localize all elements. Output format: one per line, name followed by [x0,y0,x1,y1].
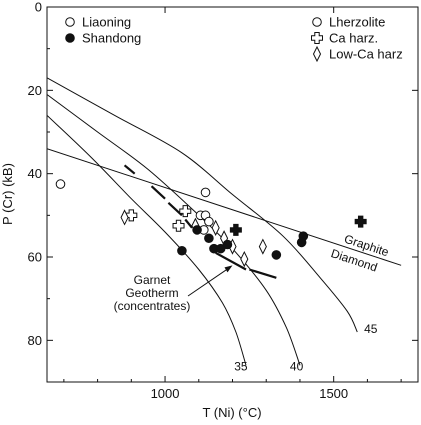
data-point [296,237,307,248]
legend-locality-label: Liaoning [82,15,131,30]
data-point [240,250,249,268]
legend-lithology-label: Ca harz. [329,31,378,46]
garnet-geotherm-arrow [187,267,229,297]
y-tick-label: 60 [28,250,42,265]
curves-layer: 35 4045GraphiteDiamondGarnetGeotherm(conc… [47,77,402,373]
legend-lithology-marker [312,17,322,27]
y-tick-label: 0 [35,0,42,15]
garnet-geotherm-segment [215,251,247,271]
geotherm-35-label: 35 [234,359,248,373]
data-point [204,233,214,244]
garnet-geotherm-label-line: Garnet [134,273,171,287]
data-point [204,216,214,227]
data-point [354,215,367,228]
data-point [177,245,187,256]
y-tick-label: 40 [28,166,42,181]
x-tick-label: 1500 [319,386,348,401]
graphite-diamond-line [47,148,402,266]
x-tick-label: 1000 [151,386,180,401]
garnet-geotherm-segment [123,164,136,175]
garnet-geotherm-segment [249,268,277,279]
garnet-geotherm-arrowhead [224,265,233,273]
garnet-geotherm-label-line: (concentrates) [114,299,191,313]
garnet-geotherm-label-line: Geotherm [125,286,178,300]
geotherm-35-curve [47,114,247,366]
geotherm-45-curve [47,77,358,333]
data-point [258,238,267,255]
legend-lithology-label: Low-Ca harz [329,47,403,62]
legend-lithology-label: Lherzolite [329,15,385,30]
data-point [55,179,66,189]
data-point [192,225,202,235]
legend-lithology-marker [312,45,322,63]
clipped-curves [47,77,402,366]
geotherm-40-curve [47,94,301,366]
data-point [120,209,129,226]
data-point [211,219,220,236]
ticks-layer: 1000 1500 0 20 40 60 80 [28,0,418,401]
legend-locality-marker [65,17,75,27]
data-point [271,250,282,260]
y-tick-label: 20 [28,83,42,98]
y-tick-label: 80 [28,333,42,348]
legend-locality-marker [65,33,75,43]
garnet-geotherm-segment [150,185,166,200]
data-point [222,239,233,250]
data-point [172,219,185,232]
data-point [229,223,242,236]
points-layer [55,179,367,268]
garnet-geotherm-segment [184,218,193,229]
data-point [215,243,226,254]
data-point [179,205,192,218]
data-point [200,187,211,198]
legend-locality-label: Shandong [82,31,141,46]
geotherm-40-label: 40 [290,359,304,373]
geotherm-45-label: 45 [364,322,378,336]
legend-lithology-marker [311,32,323,44]
y-axis-label: P (Cr) (kB) [0,163,15,225]
x-axis-label: T (Ni) (°C) [202,405,261,420]
